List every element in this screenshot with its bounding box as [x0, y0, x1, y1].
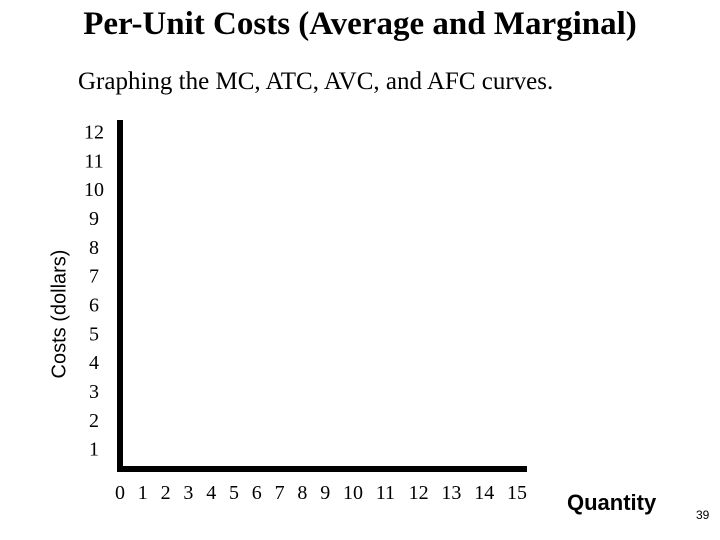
y-tick-label-10: 10 — [84, 179, 104, 201]
y-tick-label-2: 2 — [89, 410, 99, 432]
x-tick-label-4: 4 — [206, 482, 216, 504]
y-tick-label-7: 7 — [89, 266, 99, 288]
y-tick-label-3: 3 — [89, 381, 99, 403]
x-tick-label-7: 7 — [275, 482, 285, 504]
x-tick-label-2: 2 — [161, 482, 171, 504]
slide-title: Per-Unit Costs (Average and Marginal) — [83, 6, 637, 42]
y-tick-label-6: 6 — [89, 295, 99, 317]
y-tick-label-4: 4 — [89, 352, 99, 374]
x-tick-label-12: 12 — [409, 482, 429, 504]
page-number: 39 — [696, 508, 710, 522]
x-tick-label-14: 14 — [474, 482, 494, 504]
y-tick-label-5: 5 — [89, 323, 99, 345]
y-tick-label-1: 1 — [89, 439, 99, 461]
x-tick-label-1: 1 — [138, 482, 148, 504]
x-tick-label-9: 9 — [320, 482, 330, 504]
x-axis-label: Quantity — [567, 490, 657, 515]
y-tick-label-12: 12 — [84, 122, 104, 144]
x-tick-label-6: 6 — [252, 482, 262, 504]
x-tick-label-8: 8 — [297, 482, 307, 504]
x-tick-label-5: 5 — [229, 482, 239, 504]
x-tick-labels: 0 1 2 3 4 5 6 7 8 9 10 11 12 13 14 15 — [115, 482, 527, 504]
y-tick-label-9: 9 — [89, 208, 99, 230]
x-tick-label-15: 15 — [507, 482, 527, 504]
slide-subtitle: Graphing the MC, ATC, AVC, and AFC curve… — [78, 68, 554, 95]
x-tick-label-10: 10 — [343, 482, 363, 504]
x-tick-label-0: 0 — [115, 482, 125, 504]
y-tick-label-8: 8 — [89, 237, 99, 259]
x-tick-label-13: 13 — [441, 482, 461, 504]
x-tick-label-3: 3 — [183, 482, 193, 504]
y-tick-label-11: 11 — [84, 150, 103, 172]
x-tick-label-11: 11 — [376, 482, 395, 504]
